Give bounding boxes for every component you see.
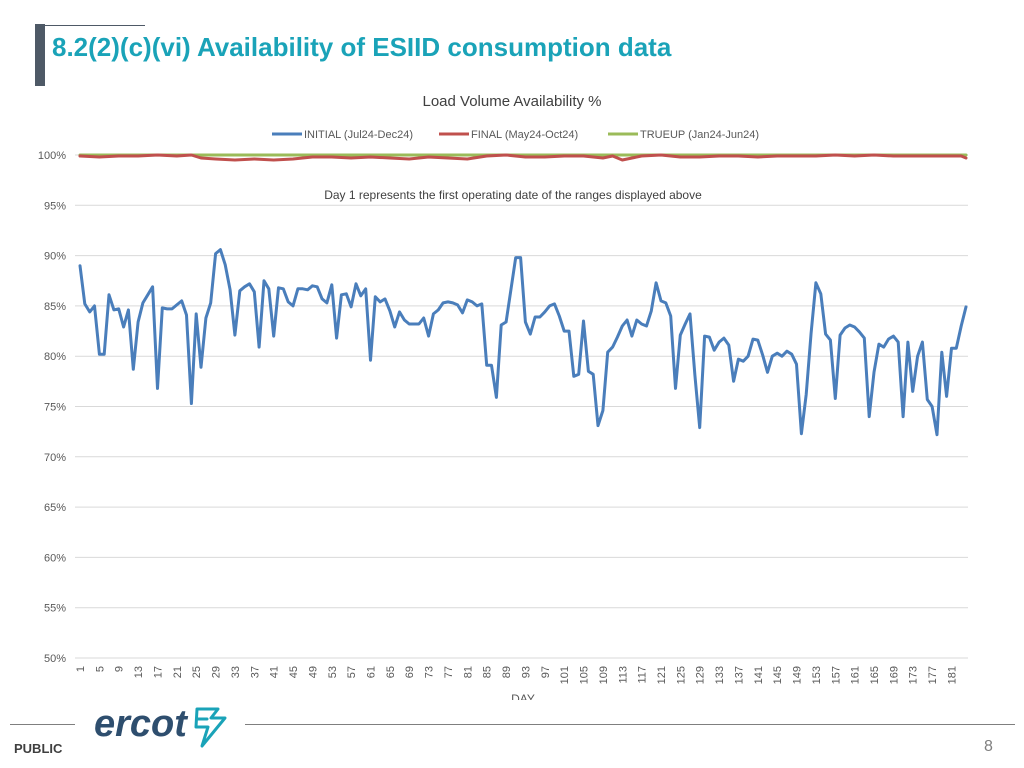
x-tick-label: 29 xyxy=(211,666,223,678)
x-tick-label: 149 xyxy=(792,666,804,684)
y-tick-label: 85% xyxy=(44,301,66,313)
legend-label: FINAL (May24-Oct24) xyxy=(471,129,578,141)
x-tick-label: 33 xyxy=(230,666,242,678)
lightning-bolt-icon xyxy=(194,707,227,748)
chart-title: Load Volume Availability % xyxy=(422,93,601,110)
x-tick-label: 129 xyxy=(695,666,707,684)
footer-divider-right xyxy=(245,724,1015,725)
x-tick-label: 181 xyxy=(946,666,958,684)
x-tick-label: 65 xyxy=(385,666,397,678)
x-tick-label: 85 xyxy=(482,666,494,678)
x-tick-label: 161 xyxy=(850,666,862,684)
x-tick-label: 153 xyxy=(811,666,823,684)
x-tick-label: 81 xyxy=(462,666,474,678)
x-tick-label: 13 xyxy=(133,666,145,678)
y-axis-ticks: 50% 55% 60% 65% 70% 75% 80% 85% 90% 95% 100% xyxy=(38,150,66,665)
x-tick-label: 101 xyxy=(559,666,571,684)
series-lines xyxy=(78,153,968,437)
x-tick-label: 1 xyxy=(75,666,87,672)
x-tick-label: 165 xyxy=(869,666,881,684)
x-tick-label: 121 xyxy=(656,666,668,684)
footer-divider-left xyxy=(10,724,75,725)
legend-label: TRUEUP (Jan24-Jun24) xyxy=(640,129,759,141)
y-tick-label: 95% xyxy=(44,200,66,212)
title-accent-line xyxy=(45,25,145,26)
y-tick-label: 70% xyxy=(44,452,66,464)
x-tick-label: 157 xyxy=(830,666,842,684)
legend-label: INITIAL (Jul24-Dec24) xyxy=(304,129,413,141)
y-tick-label: 90% xyxy=(44,251,66,263)
x-tick-label: 105 xyxy=(579,666,591,684)
x-axis-label: DAY xyxy=(511,692,535,700)
y-tick-label: 65% xyxy=(44,502,66,514)
grid-lines xyxy=(75,154,968,659)
title-accent-bar xyxy=(35,24,45,86)
x-tick-label: 49 xyxy=(307,666,319,678)
x-tick-label: 89 xyxy=(501,666,513,678)
series-line-initial xyxy=(78,248,968,437)
y-tick-label: 100% xyxy=(38,150,66,162)
x-tick-label: 177 xyxy=(927,666,939,684)
chart-legend: INITIAL (Jul24-Dec24) FINAL (May24-Oct24)… xyxy=(272,129,759,141)
series-line-final xyxy=(78,153,968,162)
x-tick-label: 77 xyxy=(443,666,455,678)
x-tick-label: 25 xyxy=(191,666,203,678)
x-tick-label: 137 xyxy=(733,666,745,684)
public-label: PUBLIC xyxy=(14,741,63,756)
page-number: 8 xyxy=(984,738,993,755)
x-tick-label: 145 xyxy=(772,666,784,684)
y-tick-label: 60% xyxy=(44,552,66,564)
ercot-logo: ercot xyxy=(94,703,227,748)
chart-annotation: Day 1 represents the first operating dat… xyxy=(324,188,702,202)
x-tick-label: 17 xyxy=(152,666,164,678)
x-tick-label: 117 xyxy=(637,666,649,684)
y-tick-label: 50% xyxy=(44,653,66,665)
x-tick-label: 69 xyxy=(404,666,416,678)
x-tick-label: 125 xyxy=(675,666,687,684)
x-tick-label: 109 xyxy=(598,666,610,684)
x-tick-label: 53 xyxy=(327,666,339,678)
x-tick-label: 173 xyxy=(908,666,920,684)
x-tick-label: 169 xyxy=(888,666,900,684)
ercot-logo-text: ercot xyxy=(94,703,188,745)
y-tick-label: 75% xyxy=(44,402,66,414)
x-tick-label: 113 xyxy=(617,666,629,684)
x-tick-label: 73 xyxy=(424,666,436,678)
x-tick-label: 21 xyxy=(172,666,184,678)
slide-title: 8.2(2)(c)(vi) Availability of ESIID cons… xyxy=(52,32,672,62)
x-tick-label: 5 xyxy=(94,666,106,672)
y-tick-label: 80% xyxy=(44,351,66,363)
x-tick-label: 37 xyxy=(249,666,261,678)
x-tick-label: 141 xyxy=(753,666,765,684)
x-tick-label: 133 xyxy=(714,666,726,684)
x-tick-label: 41 xyxy=(269,666,281,678)
x-tick-label: 93 xyxy=(520,666,532,678)
y-tick-label: 55% xyxy=(44,603,66,615)
x-tick-label: 61 xyxy=(365,666,377,678)
line-chart: Load Volume Availability % INITIAL (Jul2… xyxy=(38,93,968,700)
x-tick-label: 45 xyxy=(288,666,300,678)
x-tick-label: 97 xyxy=(540,666,552,678)
x-tick-label: 57 xyxy=(346,666,358,678)
x-tick-label: 9 xyxy=(114,666,126,672)
x-axis-ticks: 1 5 9 13 17 21 25 29 33 37 41 45 49 53 57 61 65 69 73 77 81 8… xyxy=(75,666,958,684)
